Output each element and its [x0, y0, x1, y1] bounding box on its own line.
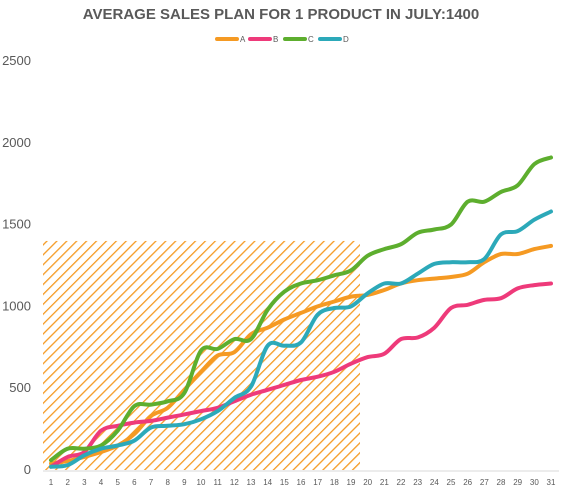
x-tick-label: 6: [132, 478, 137, 487]
x-tick-label: 18: [330, 478, 339, 487]
x-tick-label: 26: [463, 478, 472, 487]
legend-item: B: [248, 35, 278, 44]
y-tick-label: 1500: [2, 217, 31, 232]
legend-label: D: [343, 35, 349, 44]
x-tick-label: 24: [430, 478, 439, 487]
y-tick-label: 1000: [2, 298, 31, 313]
x-tick-label: 3: [82, 478, 87, 487]
x-tick-label: 23: [413, 478, 422, 487]
x-tick-label: 8: [165, 478, 170, 487]
x-tick-label: 1: [49, 478, 54, 487]
x-tick-label: 29: [513, 478, 522, 487]
legend-label: B: [273, 35, 278, 44]
legend-item: A: [215, 35, 246, 44]
x-tick-label: 21: [380, 478, 389, 487]
x-tick-label: 9: [182, 478, 187, 487]
x-tick-label: 17: [313, 478, 322, 487]
x-tick-label: 15: [280, 478, 289, 487]
x-tick-label: 19: [347, 478, 356, 487]
series-c: [49, 155, 553, 463]
y-axis: 0 500 1000 1500 2000 2500: [2, 53, 31, 477]
x-tick-label: 14: [263, 478, 272, 487]
x-tick-label: 12: [230, 478, 239, 487]
highlight-region: [43, 240, 360, 470]
chart-title: AVERAGE SALES PLAN FOR 1 PRODUCT IN JULY…: [83, 6, 479, 23]
legend-label: A: [240, 35, 246, 44]
x-tick-label: 5: [115, 478, 120, 487]
legend-item: D: [318, 35, 349, 44]
x-tick-label: 13: [247, 478, 256, 487]
highlight-rect: [43, 240, 360, 470]
series-d: [49, 209, 553, 469]
x-tick-label: 31: [547, 478, 556, 487]
y-tick-label: 500: [9, 380, 31, 395]
x-tick-label: 30: [530, 478, 539, 487]
x-tick-label: 25: [447, 478, 456, 487]
x-tick-label: 7: [149, 478, 154, 487]
legend-label: C: [308, 35, 314, 44]
x-tick-label: 27: [480, 478, 489, 487]
legend: A B C D: [215, 35, 349, 44]
x-tick-label: 10: [197, 478, 206, 487]
x-tick-label: 16: [297, 478, 306, 487]
y-tick-label: 0: [24, 462, 31, 477]
y-tick-label: 2000: [2, 135, 31, 150]
x-tick-label: 4: [99, 478, 104, 487]
x-tick-label: 22: [397, 478, 406, 487]
x-tick-label: 2: [65, 478, 70, 487]
x-tick-label: 28: [497, 478, 506, 487]
legend-item: C: [283, 35, 314, 44]
x-axis: 1 2 3 4 5 6 7 8 9 10 11 12 13 14 15 16 17 18 19 20 21 22 23 24 2…: [43, 470, 559, 487]
series-lines: [49, 155, 553, 469]
y-tick-label: 2500: [2, 53, 31, 68]
x-tick-label: 20: [363, 478, 372, 487]
x-tick-label: 11: [214, 478, 223, 487]
